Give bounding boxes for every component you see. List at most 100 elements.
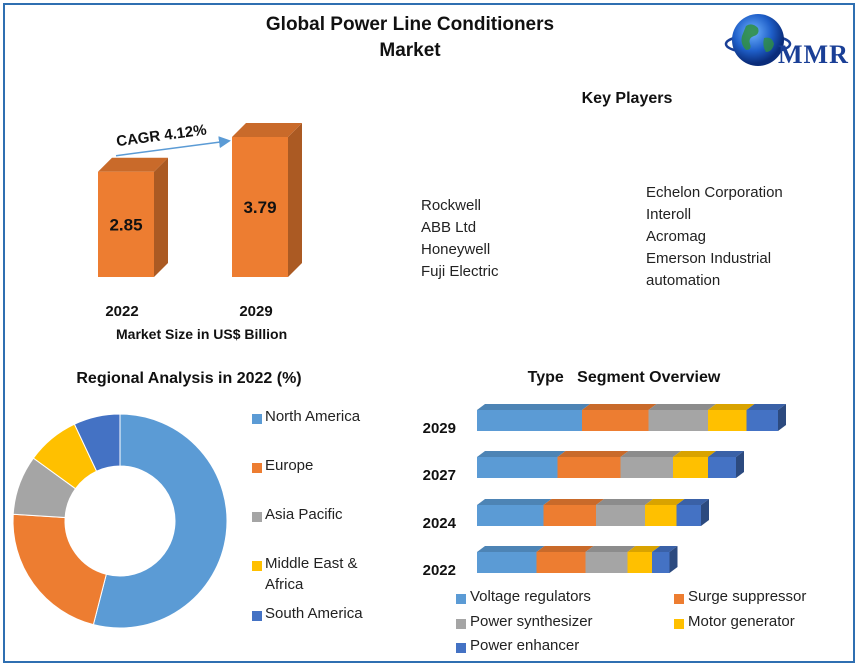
market-year-label-2022: 2022 (105, 303, 138, 320)
logo-text: MMR (778, 40, 849, 69)
segment-bar-2029-0 (477, 410, 582, 431)
segment-legend-swatch-4 (456, 643, 466, 653)
key-player-right-0: Echelon Corporation (646, 184, 783, 201)
infographic-frame (3, 3, 855, 663)
key-player-right-3: Emerson Industrial (646, 250, 772, 267)
segment-bar-2029-4 (746, 410, 778, 431)
segment-bar-top-2027-1 (557, 451, 629, 457)
key-players-title: Key Players (581, 90, 673, 107)
segment-bar-2022-3 (627, 552, 652, 573)
segment-bar-top-2024-4 (676, 499, 709, 505)
segment-bar-top-2022-4 (652, 546, 678, 552)
regional-legend-label-4-0: South America (265, 605, 363, 622)
segment-bar-side-2027 (736, 451, 744, 478)
market-bar-value-2022: 2.85 (109, 215, 142, 234)
globe-logo-icon (724, 14, 792, 66)
segment-bar-2022-4 (652, 552, 670, 573)
key-players-left-list: Rockwell ABB Ltd Honeywell Fuji Electric (421, 195, 499, 283)
segment-bar-top-2024-1 (543, 499, 604, 505)
regional-legend-label-2-0: Asia Pacific (265, 506, 343, 523)
segment-bar-top-2024-3 (645, 499, 685, 505)
segment-bar-2024-0 (477, 505, 544, 526)
donut-slice-europe (12, 513, 107, 626)
segment-bar-2027-2 (620, 457, 673, 478)
regional-legend-swatch-2 (252, 512, 262, 522)
segment-legend-swatch-2 (456, 619, 466, 629)
regional-legend-label-3-0: Middle East & (265, 555, 358, 572)
segment-bar-2029-3 (708, 410, 747, 431)
segment-legend-label-1: Surge suppressor (688, 588, 807, 605)
segment-year-label-2029: 2029 (423, 420, 456, 437)
segment-bar-2027-4 (708, 457, 736, 478)
segment-chart-title: Type Segment Overview (527, 369, 721, 386)
segment-bar-top-2027-4 (708, 451, 744, 457)
segment-legend-label-0: Voltage regulators (470, 588, 591, 605)
page-title: Global Power Line Conditioners Market (265, 14, 555, 61)
regional-legend-label-0-0: North America (265, 408, 361, 425)
market-bar-side-2029 (288, 123, 302, 277)
regional-legend-swatch-1 (252, 463, 262, 473)
segment-bar-top-2022-1 (536, 546, 594, 552)
segment-bar-top-2022-0 (477, 546, 545, 552)
segment-bar-top-2027-0 (477, 451, 566, 457)
key-player-2: Honeywell (421, 241, 491, 258)
donut-slice-south-america (73, 413, 121, 472)
segment-bar-top-2029-3 (708, 404, 755, 410)
segment-bar-2024-3 (645, 505, 677, 526)
regional-chart-title: Regional Analysis in 2022 (%) (76, 370, 302, 387)
market-bar-value-2029: 3.79 (243, 198, 276, 217)
segment-bar-2022-1 (536, 552, 586, 573)
segment-bar-2024-4 (676, 505, 701, 526)
segment-bar-top-2022-2 (585, 546, 636, 552)
key-player-right-4: automation (646, 272, 721, 289)
segment-bar-top-2027-3 (673, 451, 716, 457)
market-size-xlabel: Market Size in US$ Billion (116, 326, 288, 342)
segment-bar-2022-0 (477, 552, 537, 573)
key-player-right-2: Acromag (646, 228, 707, 245)
donut-slice-north-america (92, 413, 228, 629)
segment-bar-top-2024-0 (477, 499, 552, 505)
segment-bar-top-2029-2 (648, 404, 716, 410)
segment-bar-top-2024-2 (596, 499, 653, 505)
regional-legend-label-1-0: Europe (265, 457, 314, 474)
segment-legend-swatch-1 (674, 594, 684, 604)
segment-bar-2022-2 (585, 552, 628, 573)
market-bar-top-2029 (232, 123, 302, 137)
market-bar-side-2022 (154, 157, 168, 277)
key-player-right-1: Interoll (646, 206, 692, 223)
segment-legend-label-4: Power enhancer (470, 637, 580, 654)
segment-bar-side-2029 (778, 404, 786, 431)
market-year-label-2029: 2029 (239, 303, 272, 320)
regional-legend-label-3-1: Africa (265, 576, 304, 593)
segment-legend-swatch-0 (456, 594, 466, 604)
segment-bar-side-2024 (701, 499, 709, 526)
segment-legend-swatch-3 (674, 619, 684, 629)
segment-year-label-2022: 2022 (423, 562, 456, 579)
segment-year-label-2027: 2027 (423, 467, 456, 484)
market-bar-2029 (232, 137, 288, 277)
market-bar-top-2022 (98, 157, 168, 172)
regional-legend-swatch-0 (252, 414, 262, 424)
regional-legend-swatch-4 (252, 611, 262, 621)
regional-legend-swatch-3 (252, 561, 262, 571)
market-bar-2022 (98, 171, 154, 277)
segment-bar-2027-0 (477, 457, 558, 478)
segment-bar-top-2022-3 (627, 546, 660, 552)
segment-bar-top-2029-4 (746, 404, 786, 410)
segment-bar-2029-2 (648, 410, 708, 431)
segment-bar-side-2022 (669, 546, 678, 573)
key-player-0: Rockwell (421, 197, 482, 214)
segment-bar-2027-1 (557, 457, 621, 478)
segment-year-label-2024: 2024 (423, 515, 457, 532)
cagr-arrow (115, 136, 231, 157)
segment-bar-2024-1 (543, 505, 596, 526)
segment-legend-label-3: Motor generator (688, 613, 795, 630)
segment-bar-top-2029-1 (582, 404, 657, 410)
key-player-3: Fuji Electric (421, 263, 499, 280)
key-player-1: ABB Ltd (421, 219, 477, 236)
segment-bar-2027-3 (673, 457, 708, 478)
segment-legend-label-2: Power synthesizer (470, 613, 593, 630)
segment-bar-top-2029-0 (477, 404, 590, 410)
segment-bar-2029-1 (582, 410, 649, 431)
